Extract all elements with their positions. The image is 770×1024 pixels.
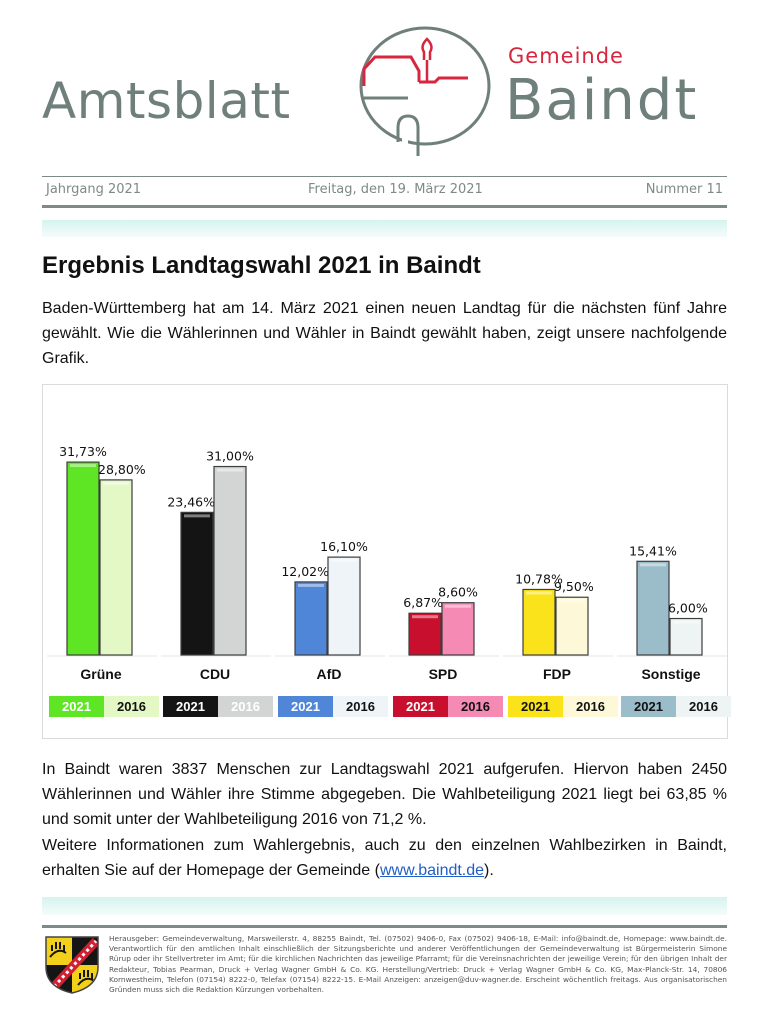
bar-2016-afd <box>327 556 361 656</box>
category-label: Sonstige <box>641 666 701 682</box>
bar-highlight <box>640 563 666 567</box>
municipality-prefix: Gemeinde <box>508 44 624 68</box>
data-label: 23,46% <box>167 494 215 509</box>
category-label: Grüne <box>80 666 122 682</box>
bar-2016-fdp <box>555 596 589 656</box>
legend-group: 2021 2016 <box>278 696 388 717</box>
homepage-link[interactable]: www.baindt.de <box>379 862 485 879</box>
bar-highlight <box>184 514 210 518</box>
category-label: AfD <box>316 666 342 682</box>
bar-2016-spd <box>441 602 475 656</box>
legend-group: 2021 2016 <box>163 696 273 717</box>
issue-number: Nummer 11 <box>645 182 723 197</box>
decorative-band <box>42 897 727 915</box>
issue-info-bar: Jahrgang 2021 Freitag, den 19. März 2021… <box>42 182 727 202</box>
bar-2021-cdu <box>180 511 214 656</box>
bar-highlight <box>412 615 438 619</box>
bar-highlight <box>559 599 585 603</box>
decorative-band <box>42 220 727 237</box>
bar-2016-grüne <box>99 479 133 656</box>
legend-2021: 2021 <box>393 696 448 717</box>
data-label: 31,00% <box>206 449 254 464</box>
imprint-text: Herausgeber: Gemeindeverwaltung, Marswei… <box>109 934 727 995</box>
legend-group: 2021 2016 <box>393 696 503 717</box>
bar-highlight <box>217 468 243 472</box>
data-label: 10,78% <box>515 571 563 586</box>
legend-2021: 2021 <box>508 696 563 717</box>
bar-2016-sonstige <box>669 617 703 656</box>
more-info-suffix: ). <box>484 862 494 879</box>
bar-2021-fdp <box>522 588 556 656</box>
publication-title: Amtsblatt <box>42 72 291 130</box>
legend-2016: 2016 <box>563 696 618 717</box>
bar-highlight <box>298 583 324 587</box>
bar-2021-grüne <box>66 461 100 656</box>
legend-2016: 2016 <box>333 696 388 717</box>
data-label: 28,80% <box>98 462 146 477</box>
data-label: 12,02% <box>281 564 329 579</box>
bar-highlight <box>673 620 699 624</box>
category-label: SPD <box>428 666 458 682</box>
divider <box>42 176 727 177</box>
article-heading: Ergebnis Landtagswahl 2021 in Baindt <box>42 252 481 279</box>
election-results-chart: 31,73% 23,46% 12,02% 6,87% 10,78% 15,41% 28,80… <box>42 384 731 739</box>
turnout-paragraph: In Baindt waren 3837 Menschen zur Landta… <box>42 761 727 828</box>
legend-2021: 2021 <box>49 696 104 717</box>
article-intro: Baden-Württemberg hat am 14. März 2021 e… <box>42 300 727 367</box>
divider <box>42 205 727 208</box>
legend-group: 2021 2016 <box>49 696 159 717</box>
legend-2016: 2016 <box>448 696 503 717</box>
bar-2021-spd <box>408 612 442 656</box>
bar-highlight <box>103 481 129 485</box>
bar-highlight <box>70 464 96 468</box>
data-label: 6,87% <box>403 595 443 610</box>
legend-2021: 2021 <box>621 696 676 717</box>
legend-group: 2021 2016 <box>508 696 618 717</box>
volume-label: Jahrgang 2021 <box>46 182 142 197</box>
bar-2021-afd <box>294 581 328 656</box>
issue-date: Freitag, den 19. März 2021 <box>308 182 483 197</box>
category-label: CDU <box>199 666 231 682</box>
data-label: 31,73% <box>59 444 107 459</box>
municipality-name: Baindt <box>505 68 699 133</box>
legend-2021: 2021 <box>278 696 333 717</box>
legend-2016: 2016 <box>104 696 159 717</box>
bar-highlight <box>445 604 471 608</box>
more-info-paragraph: Weitere Informationen zum Wahlergebnis, … <box>42 833 727 883</box>
data-label: 9,50% <box>554 579 594 594</box>
legend-group: 2021 2016 <box>621 696 731 717</box>
category-label: FDP <box>543 666 571 682</box>
divider <box>42 925 727 928</box>
church-circle-logo-icon <box>359 26 491 156</box>
chart-canvas: 31,73% 23,46% 12,02% 6,87% 10,78% 15,41% 28,80… <box>47 444 727 657</box>
data-label: 15,41% <box>629 543 677 558</box>
more-info-text: Weitere Informationen zum Wahlergebnis, … <box>42 837 727 879</box>
data-label: 16,10% <box>320 539 368 554</box>
masthead: Amtsblatt Gemeinde Baindt <box>0 0 770 170</box>
coat-of-arms-icon <box>45 936 99 994</box>
legend-2021: 2021 <box>163 696 218 717</box>
bar-highlight <box>331 559 357 563</box>
data-label: 6,00% <box>668 601 708 616</box>
data-label: 8,60% <box>438 585 478 600</box>
legend-2016: 2016 <box>218 696 273 717</box>
bar-highlight <box>526 591 552 595</box>
bar-2016-cdu <box>213 465 247 656</box>
legend-2016: 2016 <box>676 696 731 717</box>
bar-2021-sonstige <box>636 560 670 656</box>
